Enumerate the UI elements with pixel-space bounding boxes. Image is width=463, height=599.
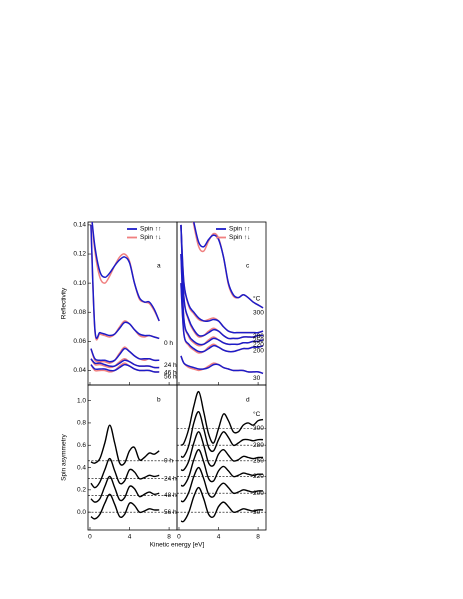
curve-label: 220	[253, 473, 264, 480]
curve	[90, 363, 160, 373]
curve	[90, 224, 160, 340]
y-tick-label: 0.8	[77, 420, 86, 427]
panel-letter: b	[157, 397, 161, 404]
curve	[180, 224, 264, 334]
panel-letter: d	[246, 397, 250, 404]
curve-label: 0 h	[164, 340, 173, 347]
curve-label: 300	[253, 310, 264, 317]
curve-label: 200	[253, 490, 264, 497]
y-tick-label: 0.6	[77, 442, 86, 449]
y-tick-label: 0.04	[73, 367, 86, 374]
curve	[193, 222, 264, 309]
curve	[180, 224, 264, 340]
curve-label: 24 h	[164, 475, 177, 482]
curve-label: 56 h	[164, 509, 177, 516]
curve	[180, 390, 264, 446]
curve	[180, 486, 264, 523]
legend-label: Spin ↑↓	[140, 234, 161, 241]
curve	[90, 493, 160, 520]
curve-label: 46 h	[164, 369, 177, 376]
x-tick-label: 0	[88, 534, 92, 541]
x-tick-label: 0	[177, 534, 181, 541]
y-tick-label: 0.08	[73, 309, 86, 316]
y-axis-label: Spin asymmetry	[61, 433, 68, 480]
curve	[90, 358, 160, 369]
curve	[180, 411, 264, 458]
x-axis-label: Kinetic energy [eV]	[150, 542, 205, 549]
y-tick-label: 0.2	[77, 487, 86, 494]
y-axis-label: Reflectivity	[61, 287, 68, 319]
curve	[91, 222, 160, 322]
unit-label: °C	[253, 295, 261, 303]
curve	[90, 457, 160, 489]
legend-label: Spin ↑↑	[229, 226, 250, 233]
y-tick-label: 0.4	[77, 464, 86, 471]
curve-label: 30	[253, 375, 261, 382]
curve	[180, 448, 264, 487]
plot-area	[88, 424, 177, 520]
curve	[90, 347, 160, 363]
y-tick-label: 0.0	[77, 509, 86, 516]
y-tick-label: 0.06	[73, 338, 86, 345]
curve-label: 0 h	[164, 458, 173, 465]
curve-label: 280	[253, 333, 264, 340]
y-tick-label: 1.0	[77, 397, 86, 404]
legend-label: Spin ↑↑	[140, 226, 161, 233]
curve-label: 24 h	[164, 362, 177, 369]
x-tick-label: 4	[128, 534, 132, 541]
x-tick-label: 4	[217, 534, 221, 541]
curve	[180, 283, 264, 353]
curve-label: 30	[253, 509, 261, 516]
plot-area	[180, 222, 264, 375]
x-tick-label: 8	[167, 534, 171, 541]
curve	[180, 224, 264, 340]
curve	[180, 355, 264, 375]
curve-label: 250	[253, 458, 264, 465]
plot-area	[177, 390, 266, 523]
curve-label: 300	[253, 425, 264, 432]
curve	[180, 466, 264, 503]
panel-letter: c	[246, 263, 250, 270]
curve-label: 220	[253, 342, 264, 349]
unit-label: °C	[253, 410, 261, 418]
y-tick-label: 0.10	[73, 280, 86, 287]
curve	[180, 355, 264, 375]
panel-letter: a	[157, 263, 161, 270]
legend-label: Spin ↑↓	[229, 234, 250, 241]
curve	[90, 475, 160, 503]
curve	[90, 424, 160, 466]
panel-frame	[176, 384, 267, 531]
y-tick-label: 0.12	[73, 251, 86, 258]
plot-area	[90, 222, 160, 373]
curve	[180, 431, 264, 472]
curve-label: 250	[253, 337, 264, 344]
curve	[91, 222, 160, 322]
curve-label: 56 h	[164, 374, 177, 381]
curve	[180, 224, 264, 334]
curve-label: 280	[253, 442, 264, 449]
curve	[180, 253, 264, 346]
y-tick-label: 0.14	[73, 222, 86, 229]
curve-label: 200	[253, 347, 264, 354]
x-tick-label: 8	[256, 534, 260, 541]
curve-label: 48 h	[164, 492, 177, 499]
